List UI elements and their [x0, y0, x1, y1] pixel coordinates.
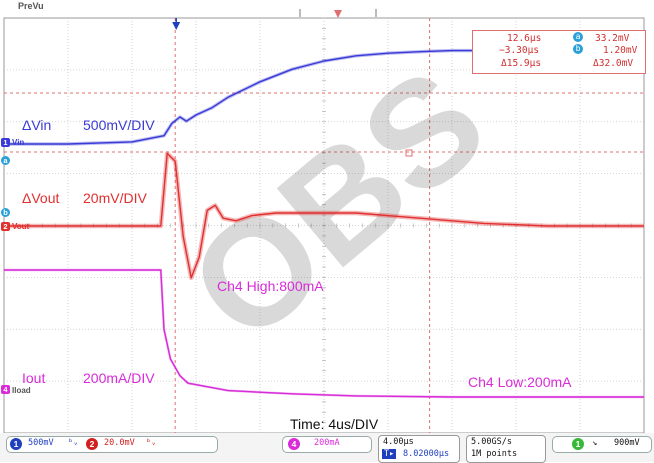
ch4-low-annotation: Ch4 Low:200mA: [468, 374, 572, 390]
ch4-marker-name: Iload: [12, 386, 31, 395]
trace-vout: [4, 152, 644, 279]
vout-label: ΔVout: [22, 190, 60, 206]
iout-label: Iout: [22, 370, 46, 386]
ch-a-marker: a: [1, 156, 10, 165]
timebase-box[interactable]: 4.00µs T▸ 8.02000µs: [378, 435, 460, 463]
trigger-channel-icon: 1: [572, 438, 584, 450]
ch4-status-icon: 4: [288, 438, 300, 450]
ch1-bw-icon: ᵇᵥ: [68, 438, 79, 448]
prevu-label: PreVu: [18, 1, 44, 11]
top-markers: [172, 9, 377, 30]
cursor-lines: [4, 18, 644, 433]
iout-scale: 200mA/DIV: [83, 370, 155, 386]
top-bar: PreVu: [0, 0, 654, 18]
cursor-vb: 1.20mV: [603, 45, 638, 56]
cursor-t2: −3.30µs: [499, 45, 540, 56]
cursor-va: 33.2mV: [595, 33, 630, 44]
ch2-marker-name: Vout: [12, 222, 30, 231]
record-length: 1M points: [471, 449, 518, 459]
trigger-level-value: 900mV: [614, 438, 640, 448]
acquisition-box[interactable]: 5.00GS/s 1M points: [466, 435, 546, 463]
cursor-dt: Δ15.9µs: [501, 58, 542, 69]
ch4-settings-pill[interactable]: [282, 436, 372, 453]
cursor-a-icon: a: [573, 32, 583, 42]
vin-scale: 500mV/DIV: [83, 117, 155, 133]
ch1-status-icon: 1: [10, 438, 22, 450]
ch4-status-value: 200mA: [314, 438, 340, 448]
vin-label: ΔVin: [22, 117, 52, 133]
ch4-high-annotation: Ch4 High:800mA: [217, 278, 324, 294]
sample-rate: 5.00GS/s: [471, 437, 512, 447]
cursor-b-icon: b: [573, 44, 583, 54]
ch2-bw-icon: ᵇᵥ: [146, 438, 157, 448]
record-center-icon: [334, 10, 342, 18]
trace-iout: [4, 269, 644, 398]
ch1-status-value: 500mV: [28, 438, 54, 448]
trigger-slope-icon: ↘: [592, 438, 598, 448]
trigger-position-icon: T▸: [382, 449, 397, 459]
ch1-marker-name: Vin: [12, 138, 25, 147]
time-label: Time: 4us/DIV: [290, 416, 379, 432]
vout-scale: 20mV/DIV: [83, 190, 147, 206]
cursor-dv: Δ32.0mV: [593, 58, 634, 69]
ch1-marker[interactable]: 1: [1, 138, 10, 147]
ch2-status-value: 20.0mV: [104, 438, 135, 448]
cursor-readout: 12.6µs −3.30µs Δ15.9µs a b 33.2mV 1.20mV…: [472, 30, 646, 74]
trigger-offset-value: 8.02000µs: [403, 449, 450, 459]
status-bar: 1 500mV ᵇᵥ 2 20.0mV ᵇᵥ 4 200mA 4.00µs T▸…: [0, 433, 654, 463]
ch4-marker[interactable]: 4: [1, 385, 10, 394]
vertical-settings-pill[interactable]: [6, 436, 218, 453]
ch2-marker[interactable]: 2: [1, 222, 10, 231]
cursor-crosshair: [405, 149, 413, 157]
ch-b-marker: b: [1, 208, 10, 217]
cursor-t1: 12.6µs: [507, 33, 542, 44]
ch2-status-icon: 2: [86, 438, 98, 450]
trigger-position-icon: [172, 22, 181, 30]
timebase-value: 4.00µs: [383, 437, 414, 447]
